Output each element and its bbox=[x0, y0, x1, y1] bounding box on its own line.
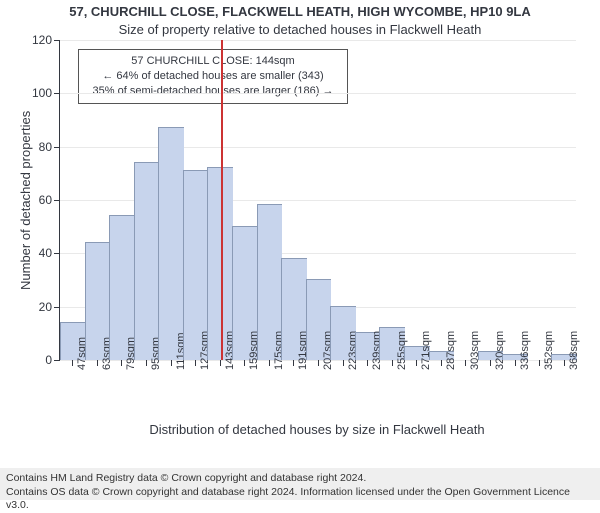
x-tick-label: 336sqm bbox=[519, 331, 531, 370]
x-tick bbox=[72, 360, 73, 366]
bar bbox=[134, 162, 160, 360]
y-tick-label: 100 bbox=[32, 86, 60, 100]
x-tick bbox=[146, 360, 147, 366]
x-tick bbox=[343, 360, 344, 366]
annotation-box: 57 CHURCHILL CLOSE: 144sqm ← 64% of deta… bbox=[78, 49, 348, 104]
x-tick-label: 287sqm bbox=[445, 331, 457, 370]
footer-line: Contains OS data © Crown copyright and d… bbox=[6, 486, 594, 513]
gridline bbox=[60, 40, 576, 41]
y-tick-label: 20 bbox=[39, 300, 60, 314]
y-tick-label: 80 bbox=[39, 140, 60, 154]
x-axis-title: Distribution of detached houses by size … bbox=[59, 422, 575, 437]
x-tick bbox=[515, 360, 516, 366]
annotation-line: ← 64% of detached houses are smaller (34… bbox=[85, 69, 341, 84]
x-tick bbox=[121, 360, 122, 366]
x-tick-label: 368sqm bbox=[568, 331, 580, 370]
x-tick-label: 320sqm bbox=[494, 331, 506, 370]
y-tick-label: 0 bbox=[45, 353, 60, 367]
x-tick bbox=[539, 360, 540, 366]
gridline bbox=[60, 147, 576, 148]
x-tick bbox=[293, 360, 294, 366]
gridline bbox=[60, 93, 576, 94]
y-tick-label: 60 bbox=[39, 193, 60, 207]
x-tick bbox=[392, 360, 393, 366]
x-tick bbox=[171, 360, 172, 366]
chart-subtitle: Size of property relative to detached ho… bbox=[0, 22, 600, 37]
x-tick bbox=[195, 360, 196, 366]
x-tick bbox=[97, 360, 98, 366]
x-tick bbox=[441, 360, 442, 366]
x-tick-label: 352sqm bbox=[543, 331, 555, 370]
y-tick-label: 120 bbox=[32, 33, 60, 47]
x-tick bbox=[465, 360, 466, 366]
attribution-footer: Contains HM Land Registry data © Crown c… bbox=[0, 468, 600, 500]
plot-area: 57 CHURCHILL CLOSE: 144sqm ← 64% of deta… bbox=[59, 40, 576, 361]
bar bbox=[158, 127, 184, 360]
x-tick bbox=[318, 360, 319, 366]
chart-title: 57, CHURCHILL CLOSE, FLACKWELL HEATH, HI… bbox=[0, 4, 600, 19]
annotation-line: 57 CHURCHILL CLOSE: 144sqm bbox=[85, 54, 341, 69]
figure: { "title": "57, CHURCHILL CLOSE, FLACKWE… bbox=[0, 0, 600, 500]
marker-line bbox=[221, 40, 223, 360]
y-axis-title: Number of detached properties bbox=[18, 110, 33, 289]
x-tick bbox=[490, 360, 491, 366]
x-tick bbox=[244, 360, 245, 366]
x-tick bbox=[367, 360, 368, 366]
annotation-line: 35% of semi-detached houses are larger (… bbox=[85, 84, 341, 99]
x-tick bbox=[564, 360, 565, 366]
x-tick bbox=[416, 360, 417, 366]
x-tick bbox=[269, 360, 270, 366]
footer-line: Contains HM Land Registry data © Crown c… bbox=[6, 472, 594, 486]
x-tick bbox=[220, 360, 221, 366]
y-tick-label: 40 bbox=[39, 246, 60, 260]
